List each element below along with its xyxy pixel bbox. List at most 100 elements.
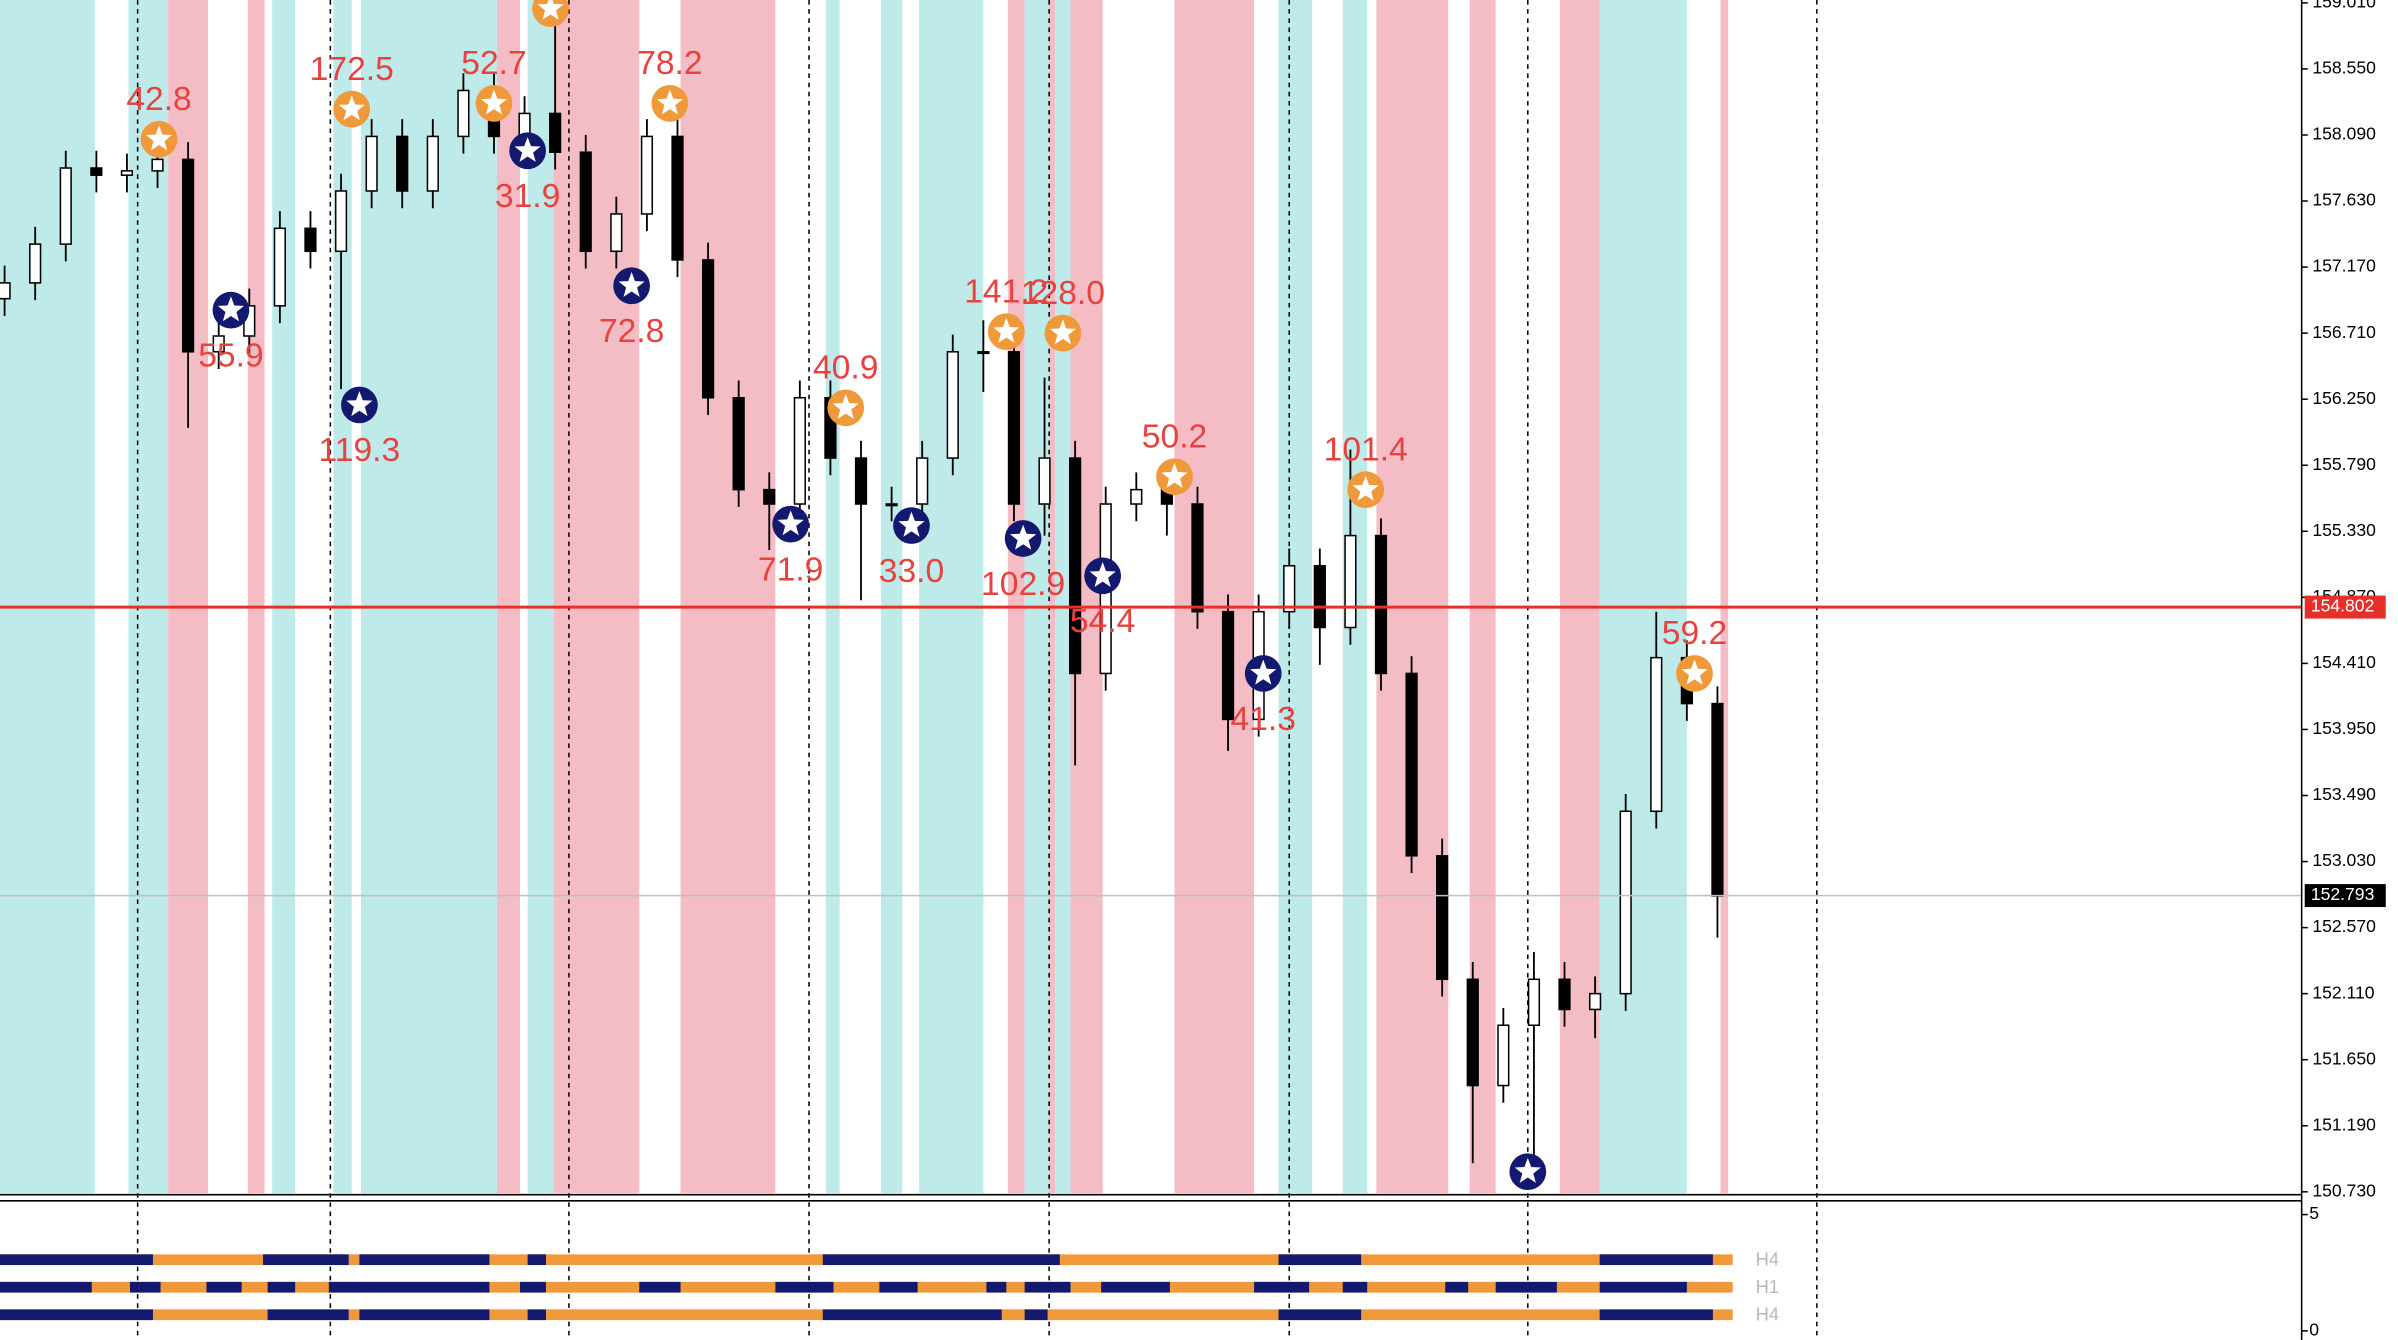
marker-star [1010, 524, 1037, 550]
marker-star [1250, 659, 1277, 685]
candle-body [977, 351, 990, 355]
candle-body [1038, 457, 1051, 505]
price-label: 152.793 [2311, 884, 2375, 904]
trend-row-label: H4 [1756, 1248, 1779, 1269]
trend-segment [527, 1254, 546, 1266]
trend-segment [822, 1309, 1002, 1321]
trend-segment [1278, 1309, 1362, 1321]
candle-body [610, 213, 623, 253]
signal-marker [1084, 557, 1122, 595]
signal-marker [333, 90, 371, 128]
candle-body [365, 135, 378, 192]
trend-segment [0, 1281, 92, 1293]
marker-label: 59.2 [1662, 615, 1727, 652]
candle-body [1374, 534, 1388, 675]
trend-segment [1599, 1281, 1687, 1293]
trend-row [0, 1281, 1733, 1293]
trend-segment [775, 1281, 834, 1293]
marker-label: 172.5 [310, 51, 394, 88]
candle-body [1619, 810, 1632, 995]
candle-body [549, 112, 562, 153]
signal-marker [772, 505, 810, 543]
candle-body [579, 151, 592, 253]
signal-band [333, 0, 352, 1194]
marker-label: 42.8 [126, 81, 191, 118]
marker-star [217, 296, 245, 322]
signal-marker [532, 0, 569, 27]
trend-segment [1495, 1281, 1557, 1293]
signal-marker [987, 313, 1025, 351]
marker-label: 50.2 [1142, 418, 1207, 455]
trend-segment [328, 1281, 490, 1293]
trend-segment [0, 1254, 153, 1266]
y-tick-label: 158.550 [2312, 58, 2376, 78]
candle-body [29, 243, 42, 284]
marker-star [777, 510, 804, 536]
signal-marker [827, 389, 865, 427]
candle-body [0, 282, 11, 300]
candle-body [212, 335, 225, 353]
signal-band [1174, 0, 1255, 1194]
marker-label: 71.9 [758, 551, 823, 588]
y-tick-label: 156.710 [2312, 322, 2376, 342]
candle-body [946, 351, 959, 459]
marker-star [480, 89, 508, 115]
signal-band [272, 0, 296, 1194]
signal-marker [1676, 655, 1713, 692]
sub-y-tick-label: 0 [2309, 1319, 2319, 1339]
candle-body [457, 89, 470, 138]
trend-segment [263, 1254, 349, 1266]
marker-star [832, 394, 859, 419]
marker-star [1352, 475, 1379, 501]
candle-body [1405, 672, 1418, 857]
candle-body [1497, 1024, 1510, 1087]
y-tick-label: 150.730 [2312, 1180, 2376, 1200]
marker-star [338, 95, 365, 121]
signal-marker [651, 85, 689, 122]
trend-segment [1278, 1254, 1362, 1266]
trend-segment [0, 1309, 153, 1321]
y-tick-label: 153.950 [2312, 718, 2376, 738]
candle-body [640, 135, 654, 215]
marker-label: 33.0 [879, 553, 944, 590]
signal-marker [893, 507, 930, 544]
y-tick-label: 155.330 [2312, 520, 2376, 540]
candle-body [793, 396, 806, 505]
marker-label: 55.9 [198, 337, 263, 374]
candle-body [916, 457, 929, 505]
candle-body [1007, 351, 1021, 505]
trend-segment [206, 1281, 242, 1293]
y-tick-label: 157.170 [2312, 256, 2376, 276]
trend-segment [1342, 1281, 1368, 1293]
trend-segment [267, 1309, 349, 1321]
trend-segment [986, 1281, 1007, 1293]
trend-row-label: H1 [1756, 1276, 1779, 1297]
candle-body [1313, 564, 1326, 629]
signal-band [128, 0, 169, 1194]
marker-label: 78.2 [637, 45, 702, 82]
marker-star [898, 511, 925, 537]
candle-body [181, 158, 195, 353]
marker-label: 52.7 [461, 45, 526, 82]
marker-star [145, 125, 173, 151]
marker-star [1514, 1157, 1541, 1183]
trend-segment [359, 1309, 490, 1321]
candle-body [151, 158, 164, 172]
marker-label: 128.0 [1021, 275, 1105, 312]
candle-body [763, 488, 776, 505]
signal-band [1024, 0, 1050, 1194]
candle-body [1527, 978, 1541, 1027]
candle-body [396, 135, 409, 192]
signal-band [1599, 0, 1687, 1194]
price-label-box [2304, 884, 2386, 908]
signal-band [1376, 0, 1449, 1194]
signal-band [553, 0, 640, 1194]
trend-row-label: H4 [1756, 1303, 1779, 1324]
trend-segment [519, 1281, 546, 1293]
marker-label: 31.9 [495, 178, 560, 215]
candle-body [1650, 656, 1663, 813]
candle-body [1436, 855, 1449, 981]
signal-band [0, 0, 95, 1194]
price-label: 154.802 [2311, 596, 2375, 616]
